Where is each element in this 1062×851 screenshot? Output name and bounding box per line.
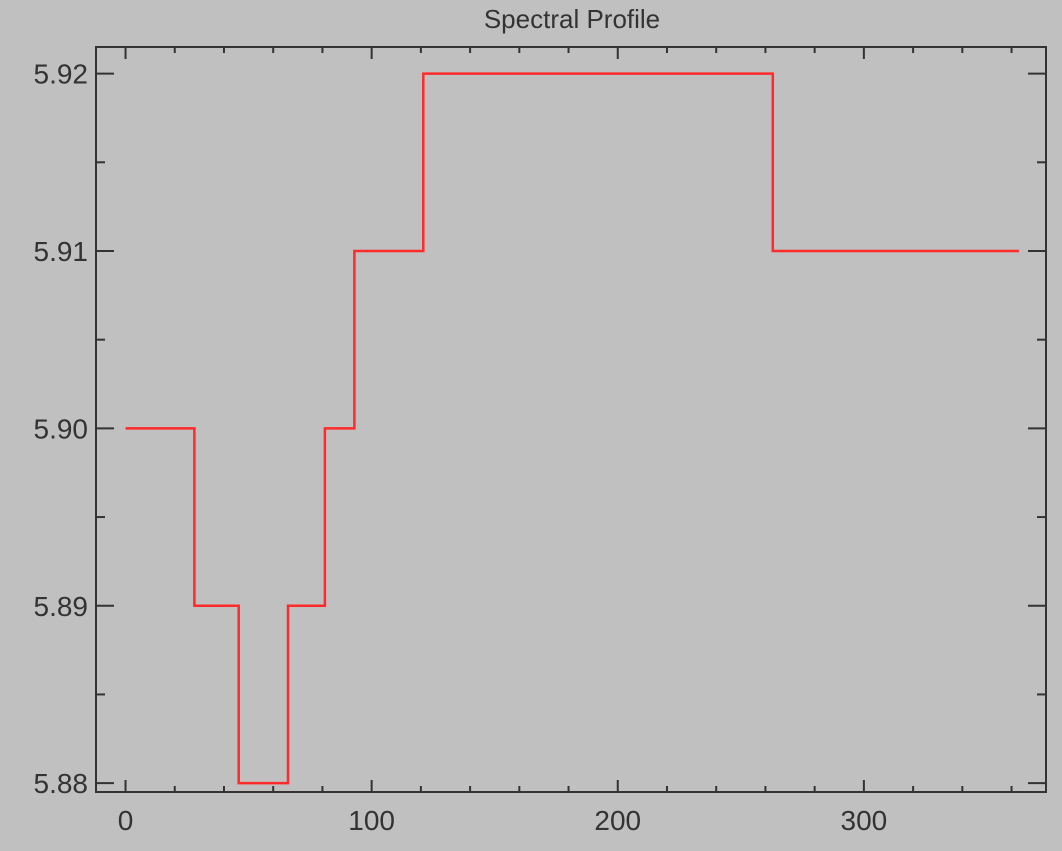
- chart-title: Spectral Profile: [484, 4, 660, 34]
- y-tick-label: 5.89: [34, 591, 89, 622]
- y-tick-label: 5.91: [34, 236, 89, 267]
- plot-frame: [95, 46, 1047, 793]
- y-tick-label: 5.90: [34, 413, 89, 444]
- series-layer: [125, 72, 1019, 785]
- series-line: [125, 72, 1019, 785]
- x-tick-label: 100: [348, 805, 395, 836]
- x-axis: 0 100 200 300: [118, 47, 1013, 836]
- y-tick-label: 5.92: [34, 59, 89, 90]
- y-axis: 5.88 5.89 5.90 5.91 5.92: [34, 59, 1046, 799]
- y-tick-label: 5.88: [34, 768, 89, 799]
- x-tick-label: 200: [594, 805, 641, 836]
- x-tick-label: 0: [118, 805, 134, 836]
- x-tick-label: 300: [841, 805, 888, 836]
